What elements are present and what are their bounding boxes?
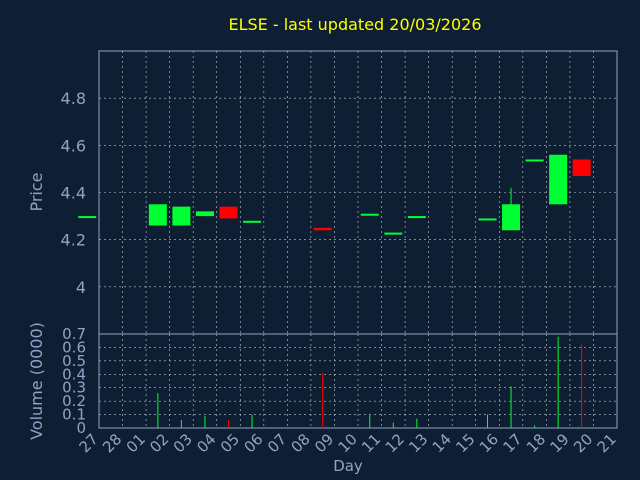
volume-tick-label: 0 [76,419,86,437]
candle-body [384,232,403,235]
candle-body [313,227,332,231]
candle-body [148,204,167,226]
price-tick-label: 4.4 [61,184,86,203]
price-tick-label: 4.8 [61,89,86,108]
candle-body [549,154,568,205]
price-panel: 4 4.2 4.4 4.6 4.8 [61,50,618,335]
price-tick-label: 4.6 [61,136,86,155]
volume-tick-label: 0.3 [62,379,86,397]
volume-tick-label: 0.1 [62,406,86,424]
candle-body [195,211,214,217]
price-tick-label: 4.2 [61,231,86,250]
volume-tick-label: 0.4 [62,365,86,383]
candle-body [78,216,97,219]
candle-body [502,204,521,231]
volume-panel-frame [98,333,618,429]
candle-body [360,213,379,216]
x-axis-label: Day [333,457,363,475]
volume-axis-label: Volume (0000) [27,322,46,440]
price-axis-label: Price [27,172,46,211]
volume-panel: 00.10.20.30.40.50.60.7 [62,325,618,437]
candle-body [525,159,544,162]
candle-body [219,206,238,219]
candle-body [243,220,262,223]
volume-tick-label: 0.6 [62,338,86,356]
volume-tick-label: 0.2 [62,392,86,410]
volume-tick-label: 0.5 [62,352,86,370]
candle-body [572,159,591,176]
x-axis-ticks: 2728010203040506070809101112131415161718… [76,430,620,456]
price-tick-label: 4 [76,278,86,297]
chart-title: ELSE - last updated 20/03/2026 [228,15,481,34]
candle-body [172,206,191,226]
candle-body [478,218,497,221]
volume-tick-label: 0.7 [62,325,86,343]
candle-body [407,216,426,219]
